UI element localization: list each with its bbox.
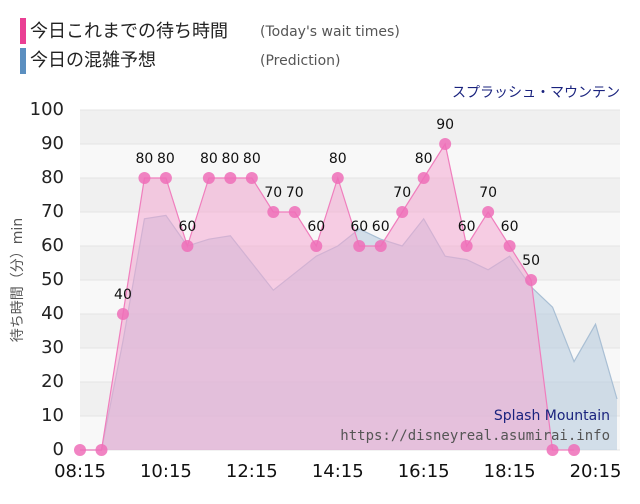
x-tick-label: 12:15 (226, 461, 278, 482)
y-axis-label: 待ち時間（分）min (10, 218, 26, 342)
data-point (245, 172, 258, 184)
data-point (439, 138, 452, 150)
data-point (138, 172, 151, 184)
watermark: Splash Mountain (494, 408, 610, 424)
data-label: 60 (501, 219, 519, 235)
x-tick-label: 18:15 (484, 461, 536, 482)
data-point (95, 444, 108, 456)
legend-swatch (20, 18, 26, 44)
data-label: 80 (221, 151, 239, 167)
y-tick-label: 70 (41, 201, 64, 222)
legend-label: 今日の混雑予想 (30, 50, 156, 71)
data-point (568, 444, 581, 456)
subtitle: スプラッシュ・マウンテン (452, 85, 620, 101)
data-label: 60 (178, 219, 196, 235)
watermark: https://disneyreal.asumirai.info (340, 428, 610, 444)
data-label: 70 (286, 185, 304, 201)
x-tick-label: 20:15 (570, 461, 622, 482)
data-point (482, 206, 495, 218)
data-point (267, 206, 280, 218)
data-label: 70 (479, 185, 497, 201)
data-point (396, 206, 409, 218)
x-tick-label: 10:15 (140, 461, 192, 482)
data-label: 80 (329, 151, 347, 167)
data-point (353, 240, 366, 252)
data-label: 60 (307, 219, 325, 235)
y-tick-label: 40 (41, 303, 64, 324)
data-label: 80 (157, 151, 175, 167)
x-tick-label: 14:15 (312, 461, 364, 482)
legend-label: 今日これまでの待ち時間 (30, 21, 228, 42)
data-label: 60 (458, 219, 476, 235)
data-point (116, 308, 129, 320)
y-tick-label: 20 (41, 371, 64, 392)
data-point (181, 240, 194, 252)
data-label: 80 (200, 151, 218, 167)
legend-swatch (20, 48, 26, 74)
grid-band (80, 144, 620, 178)
data-point (288, 206, 301, 218)
data-point (417, 172, 430, 184)
x-tick-label: 08:15 (54, 461, 106, 482)
data-point (310, 240, 323, 252)
data-label: 90 (436, 117, 454, 133)
data-point (460, 240, 473, 252)
x-tick-label: 16:15 (398, 461, 450, 482)
data-label: 80 (415, 151, 433, 167)
legend-note: (Today's wait times) (260, 24, 400, 40)
data-label: 70 (264, 185, 282, 201)
data-point (159, 172, 172, 184)
y-tick-label: 50 (41, 269, 64, 290)
grid-band (80, 110, 620, 144)
area-fill (80, 144, 575, 450)
legend-note: (Prediction) (260, 53, 340, 69)
data-label: 60 (372, 219, 390, 235)
y-tick-label: 80 (41, 167, 64, 188)
data-point (202, 172, 215, 184)
y-tick-label: 60 (41, 235, 64, 256)
data-point (546, 444, 559, 456)
y-tick-label: 30 (41, 337, 64, 358)
data-point (74, 444, 86, 456)
data-label: 70 (393, 185, 411, 201)
data-point (503, 240, 516, 252)
y-tick-label: 0 (53, 439, 64, 460)
data-point (374, 240, 387, 252)
data-label: 40 (114, 287, 132, 303)
data-point (224, 172, 237, 184)
data-label: 80 (243, 151, 261, 167)
y-tick-label: 10 (41, 405, 64, 426)
data-label: 80 (136, 151, 154, 167)
y-tick-label: 100 (30, 99, 64, 120)
data-label: 50 (522, 253, 540, 269)
data-point (331, 172, 344, 184)
data-label: 60 (350, 219, 368, 235)
y-tick-label: 90 (41, 133, 64, 154)
data-point (525, 274, 538, 286)
